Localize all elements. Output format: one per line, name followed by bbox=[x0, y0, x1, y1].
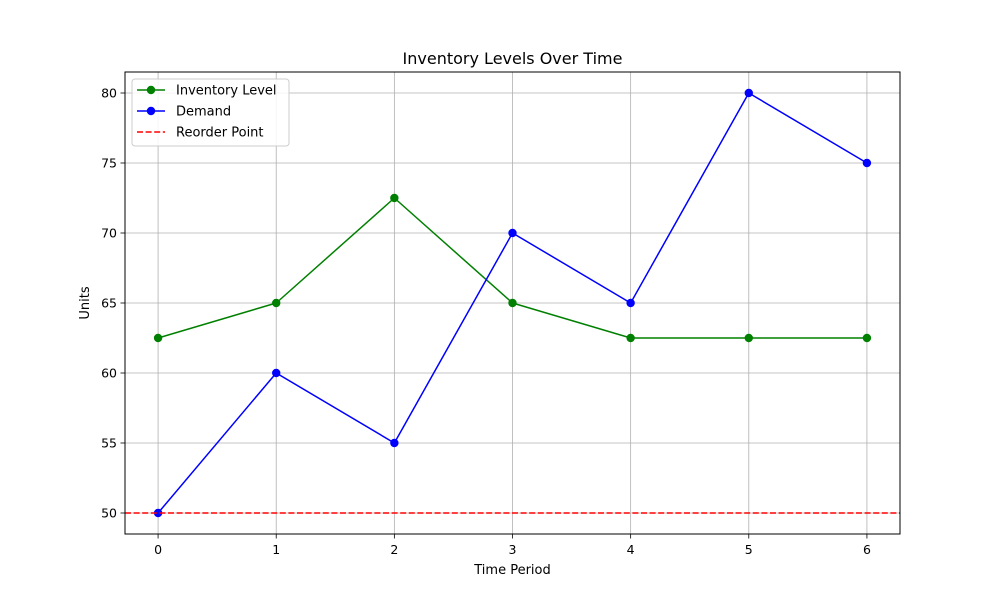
data-point bbox=[626, 298, 635, 308]
data-point bbox=[153, 508, 163, 518]
y-tick-label: 60 bbox=[101, 366, 117, 381]
legend-marker bbox=[146, 106, 156, 116]
x-axis-label: Time Period bbox=[473, 563, 550, 578]
data-point bbox=[744, 333, 753, 343]
data-point bbox=[390, 438, 399, 448]
y-tick-label: 65 bbox=[101, 296, 117, 311]
legend-entry-label: Reorder Point bbox=[176, 126, 264, 141]
legend-entry-label: Inventory Level bbox=[176, 84, 277, 99]
data-point bbox=[153, 333, 163, 343]
x-tick-label: 4 bbox=[627, 542, 635, 557]
x-tick-label: 3 bbox=[509, 542, 517, 557]
y-tick-label: 50 bbox=[101, 506, 117, 521]
data-point bbox=[390, 193, 399, 203]
data-point bbox=[744, 88, 753, 98]
data-point bbox=[626, 333, 635, 343]
legend-marker bbox=[146, 85, 156, 95]
data-point bbox=[508, 228, 517, 238]
chart-title: Inventory Levels Over Time bbox=[403, 49, 623, 68]
legend-entry-label: Demand bbox=[176, 105, 231, 120]
x-tick-label: 0 bbox=[154, 542, 162, 557]
axis-ticks: 0 1 2 3 4 5 6 50 55 60 65 70 75 80 bbox=[101, 86, 871, 558]
data-point bbox=[862, 333, 872, 343]
y-tick-label: 70 bbox=[101, 226, 117, 241]
y-tick-label: 75 bbox=[101, 156, 117, 171]
x-tick-label: 2 bbox=[390, 542, 398, 557]
data-point bbox=[272, 298, 281, 308]
x-tick-label: 6 bbox=[863, 542, 871, 557]
x-tick-label: 1 bbox=[272, 542, 280, 557]
data-point bbox=[272, 368, 281, 378]
legend-box bbox=[131, 78, 290, 147]
x-tick-label: 5 bbox=[745, 542, 753, 557]
data-point bbox=[862, 158, 872, 168]
legend: Inventory Level Demand Reorder Point bbox=[131, 78, 290, 147]
series-lines bbox=[125, 88, 900, 518]
y-tick-label: 55 bbox=[101, 436, 117, 451]
y-tick-label: 80 bbox=[101, 86, 117, 101]
y-axis-label: Units bbox=[78, 286, 93, 319]
data-point bbox=[508, 298, 517, 308]
